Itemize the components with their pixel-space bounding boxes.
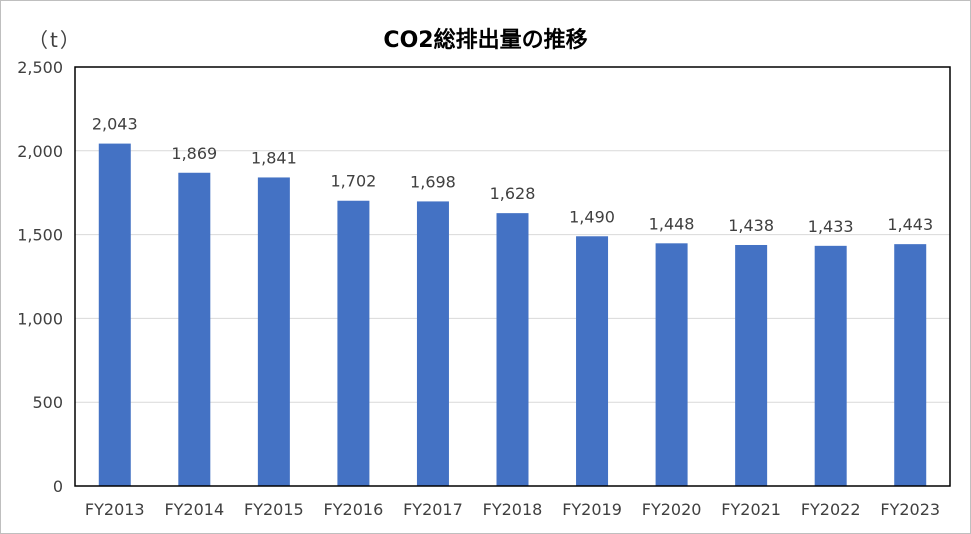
- x-tick-label: FY2021: [721, 500, 781, 519]
- plot-area-border: [74, 66, 951, 487]
- bar-fy2021: [735, 244, 768, 486]
- bar-fy2018: [496, 213, 529, 486]
- data-label: 1,433: [808, 217, 854, 236]
- bar-fy2020: [655, 243, 688, 486]
- data-label: 1,448: [649, 214, 695, 233]
- bar-fy2023: [894, 244, 927, 486]
- x-tick-label: FY2014: [164, 500, 224, 519]
- y-tick-label: 2,500: [17, 58, 63, 77]
- bar-fy2019: [576, 236, 609, 486]
- x-tick-label: FY2013: [85, 500, 145, 519]
- data-label: 1,702: [331, 172, 377, 191]
- data-label: 1,490: [569, 207, 615, 226]
- data-label: 1,443: [887, 215, 933, 234]
- bar-fy2017: [416, 201, 449, 486]
- bar-fy2016: [337, 200, 370, 486]
- data-label: 1,841: [251, 148, 297, 167]
- data-label: 1,628: [490, 184, 536, 203]
- data-labels: 2,043 1,869 1,841 1,702 1,698 1,628 1,490 1,448…: [92, 115, 933, 236]
- x-tick-label: FY2020: [642, 500, 702, 519]
- y-tick-label: 1,500: [17, 226, 63, 245]
- y-axis-unit-label: （t）: [28, 28, 82, 52]
- data-label: 1,698: [410, 172, 456, 191]
- data-label: 2,043: [92, 115, 138, 134]
- x-tick-label: FY2019: [562, 500, 622, 519]
- bar-fy2022: [814, 245, 847, 486]
- y-tick-label: 2,000: [17, 142, 63, 161]
- bar-fy2015: [257, 177, 290, 486]
- y-axis-tick-labels: 0 500 1,000 1,500 2,000 2,500: [17, 58, 63, 496]
- x-tick-label: FY2023: [880, 500, 940, 519]
- y-tick-label: 500: [32, 393, 63, 412]
- bars: [98, 143, 927, 486]
- x-axis-tick-labels: FY2013 FY2014 FY2015 FY2016 FY2017 FY2018 FY20…: [85, 500, 940, 519]
- x-tick-label: FY2015: [244, 500, 304, 519]
- bar-fy2014: [178, 172, 211, 486]
- y-tick-label: 0: [53, 477, 63, 496]
- data-label: 1,869: [171, 144, 217, 163]
- chart-title: CO2総排出量の推移: [383, 28, 588, 53]
- bar-fy2013: [98, 143, 131, 486]
- x-tick-label: FY2017: [403, 500, 463, 519]
- data-label: 1,438: [728, 216, 774, 235]
- x-tick-label: FY2022: [801, 500, 861, 519]
- y-tick-label: 1,000: [17, 309, 63, 328]
- x-tick-label: FY2018: [483, 500, 543, 519]
- x-tick-label: FY2016: [324, 500, 384, 519]
